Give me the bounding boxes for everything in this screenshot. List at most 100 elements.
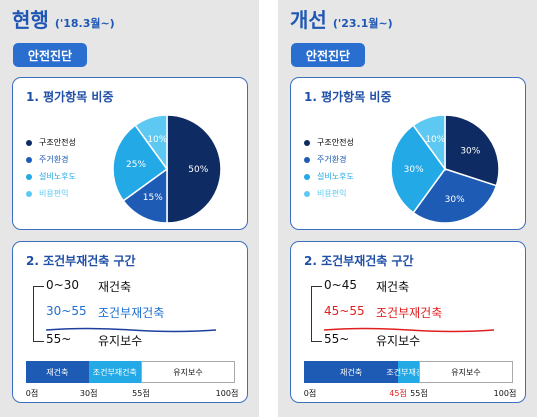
range-label: 조건부재건축 [376, 306, 443, 320]
slice-structural-safety [166, 114, 222, 224]
weight-card: 1. 평가항목 비중 구조안전성 주거환경 설비노후도 비용편익 30% 30% 3… [290, 77, 526, 230]
weight-pie-chart: 50% 15% 25% 10% [112, 114, 222, 224]
legend-label: 비용편익 [317, 189, 347, 198]
section-badge: 안전진단 [291, 43, 365, 67]
current-panel: 현행 ('18.3월~) 안전진단 1. 평가항목 비중 구조안전성 주거환경 … [0, 0, 259, 417]
bar-segment-maintain: 유지보수 [418, 361, 513, 383]
slice-label: 30% [460, 147, 480, 157]
bar-segment-rebuild: 재건축 [26, 361, 89, 383]
range-row-highlight: 45~55 조건부재건축 [324, 304, 442, 321]
legend-item: 주거환경 [304, 151, 354, 168]
weight-pie-chart: 30% 30% 30% 10% [390, 114, 500, 224]
panel-title: 개선 [290, 8, 327, 32]
slice-cost-benefit [134, 114, 168, 172]
legend-label: 주거환경 [317, 155, 347, 164]
legend-label: 구조안전성 [39, 138, 76, 147]
slice-label: 30% [445, 195, 465, 205]
legend-swatch [26, 139, 32, 146]
slice-facility-aging [390, 124, 446, 214]
range-value: 55~ [324, 332, 350, 346]
legend-swatch [304, 173, 310, 180]
tick-label: 30점 [79, 389, 98, 398]
improved-panel: 개선 ('23.1월~) 안전진단 1. 평가항목 비중 구조안전성 주거환경 … [278, 0, 537, 417]
legend-swatch [304, 139, 310, 146]
tick-label: 100점 [493, 389, 517, 398]
legend-item: 설비노후도 [304, 168, 354, 185]
pie-legend: 구조안전성 주거환경 설비노후도 비용편익 [26, 134, 76, 202]
highlight-underline [46, 327, 216, 333]
panel-header: 현행 ('18.3월~) [12, 4, 115, 32]
legend-label: 구조안전성 [317, 138, 354, 147]
slice-living-environment [412, 168, 498, 224]
panel-subtitle: ('18.3월~) [54, 17, 115, 30]
bar-segment-maintain: 유지보수 [140, 361, 235, 383]
legend-item: 비용편익 [26, 185, 76, 202]
legend-label: 비용편익 [39, 189, 69, 198]
range-row: 55~ 유지보수 [324, 332, 420, 349]
range-label: 유지보수 [376, 334, 421, 348]
slice-cost-benefit [412, 114, 446, 172]
range-card-title: 2. 조건부재건축 구간 [304, 254, 414, 268]
bar-segment-rebuild: 재건축 [304, 361, 399, 383]
legend-item: 비용편익 [304, 185, 354, 202]
slice-living-environment [122, 167, 168, 224]
legend-label: 설비노후도 [39, 172, 76, 181]
slice-label: 10% [425, 135, 445, 145]
tick-label: 45점 [389, 389, 407, 398]
weight-card-title: 1. 평가항목 비중 [304, 90, 392, 104]
slice-label: 15% [143, 193, 163, 203]
legend-item: 구조안전성 [304, 134, 354, 151]
bar-segment-conditional: 조건부재건축 [88, 361, 141, 383]
range-value: 45~55 [324, 304, 365, 318]
range-label: 재건축 [98, 280, 132, 294]
highlight-underline [324, 327, 494, 333]
legend-item: 구조안전성 [26, 134, 76, 151]
legend-label: 주거환경 [39, 155, 69, 164]
tick-label: 0점 [25, 389, 39, 398]
tick-label: 0점 [303, 389, 317, 398]
range-label: 유지보수 [98, 334, 143, 348]
bar-segment-conditional: 조건부재건축 [386, 361, 431, 383]
range-label: 재건축 [376, 280, 410, 294]
range-bracket [311, 286, 322, 342]
slice-label: 30% [404, 165, 424, 175]
range-value: 0~45 [324, 278, 357, 292]
tick-label: 55점 [410, 389, 428, 398]
legend-item: 설비노후도 [26, 168, 76, 185]
range-label: 조건부재건축 [98, 306, 165, 320]
range-value: 55~ [46, 332, 72, 346]
panel-title: 현행 [12, 8, 49, 32]
range-bracket [33, 286, 44, 342]
slice-facility-aging [112, 124, 169, 202]
score-bar: 재건축 조건부재건축 유지보수 [26, 361, 235, 383]
score-bar: 재건축 조건부재건축 유지보수 [304, 361, 513, 383]
range-value: 30~55 [46, 304, 87, 318]
legend-swatch [26, 156, 32, 163]
range-card: 2. 조건부재건축 구간 0~45 재건축 45~55 조건부재건축 55~ 유지보수… [290, 241, 526, 403]
legend-swatch [26, 190, 32, 197]
weight-card: 1. 평가항목 비중 구조안전성 주거환경 설비노후도 비용편익 50% 15% 2… [12, 77, 248, 230]
pie-legend: 구조안전성 주거환경 설비노후도 비용편익 [304, 134, 354, 202]
slice-structural-safety [444, 114, 500, 187]
panel-subtitle: ('23.1월~) [332, 17, 393, 30]
tick-label: 55점 [132, 389, 150, 398]
range-row: 0~30 재건축 [46, 278, 131, 295]
legend-swatch [304, 190, 310, 197]
legend-item: 주거환경 [26, 151, 76, 168]
section-badge: 안전진단 [13, 43, 87, 67]
range-row: 0~45 재건축 [324, 278, 409, 295]
range-card-title: 2. 조건부재건축 구간 [26, 254, 136, 268]
range-value: 0~30 [46, 278, 79, 292]
legend-swatch [26, 173, 32, 180]
panel-header: 개선 ('23.1월~) [290, 4, 393, 32]
legend-label: 설비노후도 [317, 172, 354, 181]
range-row: 55~ 유지보수 [46, 332, 142, 349]
slice-label: 25% [126, 160, 146, 170]
legend-swatch [304, 156, 310, 163]
range-card: 2. 조건부재건축 구간 0~30 재건축 30~55 조건부재건축 55~ 유지보수… [12, 241, 248, 403]
tick-label: 100점 [215, 389, 239, 398]
weight-card-title: 1. 평가항목 비중 [26, 90, 114, 104]
slice-label: 10% [147, 135, 167, 145]
slice-label: 50% [188, 165, 208, 175]
